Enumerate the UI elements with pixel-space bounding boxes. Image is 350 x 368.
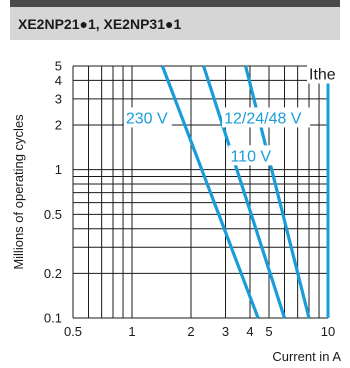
ithe-marker: Ithe (307, 63, 347, 318)
x-tick-label: 5 (265, 324, 272, 339)
y-tick-label: 0.1 (44, 311, 62, 326)
series-label: 230 V (126, 110, 168, 127)
x-tick-label: 0.5 (64, 324, 82, 339)
x-tick-label: 10 (321, 324, 335, 339)
x-tick-label: 2 (187, 324, 194, 339)
x-tick-label: 1 (128, 324, 135, 339)
series-label: 110 V (230, 148, 271, 165)
header-band: XE2NP21●1, XE2NP31●1 (10, 7, 340, 40)
y-tick-label: 0.2 (44, 266, 62, 281)
series-line (244, 65, 311, 319)
series-label-background (123, 107, 172, 128)
y-tick-label: 0.5 (44, 207, 62, 222)
series-line (160, 65, 260, 319)
series-line (202, 65, 287, 319)
x-axis-label: Current in A (272, 349, 341, 364)
y-tick-label: 2 (55, 118, 62, 133)
y-tick-label: 4 (55, 73, 62, 88)
y-tick-label: 3 (55, 91, 62, 106)
x-gridlines (72, 66, 329, 318)
series-label: 12/24/48 V (224, 110, 302, 127)
series-lines (160, 65, 311, 319)
y-axis-label: Millions of operating cycles (11, 114, 26, 270)
y-tick-label: 1 (55, 162, 62, 177)
header-top-bar (10, 0, 340, 7)
y-gridlines (73, 65, 328, 319)
y-tick-label: 5 (55, 59, 62, 74)
x-tick-label: 3 (222, 324, 229, 339)
ithe-label-background (307, 63, 347, 84)
series-label-background (228, 145, 277, 166)
series-label-background (222, 107, 311, 128)
series-labels: 230 V 110 V 12/24/48 V (123, 107, 311, 166)
y-tick-labels: 0.1 0.2 0.5 1 2 3 45 (44, 59, 62, 326)
x-tick-labels: 0.5 1 2 3 4 5 10 (64, 324, 335, 339)
x-tick-label: 4 (246, 324, 253, 339)
chart-header-title: XE2NP21●1, XE2NP31●1 (18, 16, 182, 32)
ithe-label: Ithe (309, 67, 336, 84)
